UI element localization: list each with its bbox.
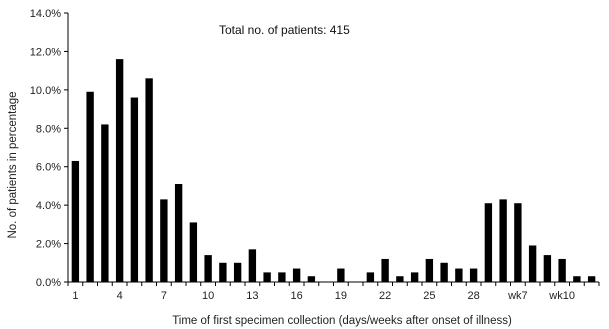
bar-wk9: [543, 255, 552, 282]
y-tick-label: 0.0%: [36, 277, 61, 289]
x-tick-label: wk10: [548, 290, 575, 302]
bar-12: [233, 262, 242, 282]
x-tick-label: 22: [379, 290, 391, 302]
y-tick-label: 2.0%: [36, 239, 61, 251]
bar-wk8: [528, 245, 537, 282]
bar-3: [101, 124, 109, 282]
bar-9: [189, 222, 198, 282]
bar-27: [455, 268, 463, 282]
bar-23: [396, 276, 404, 282]
x-tick-label: 28: [468, 290, 480, 302]
y-tick-label: 10.0%: [30, 85, 61, 97]
y-tick-label: 12.0%: [30, 46, 61, 58]
bar-wk10: [558, 258, 566, 282]
bar-2: [86, 91, 94, 283]
patient-total-annotation: Total no. of patients: 415: [219, 23, 350, 37]
x-tick-label: 16: [291, 290, 303, 302]
bar-22: [381, 258, 389, 282]
bar-series: [71, 59, 596, 283]
bar-5: [130, 97, 139, 283]
bar-13: [248, 249, 257, 282]
bar-6: [145, 78, 153, 282]
bar-19: [337, 268, 345, 282]
bar-8: [174, 184, 183, 282]
bar-wk5: [484, 203, 493, 282]
x-tick-label: 25: [423, 290, 435, 302]
x-tick-label: 19: [335, 290, 347, 302]
x-tick-label: 1: [72, 290, 78, 302]
y-tick-label: 14.0%: [30, 8, 61, 20]
bar-15: [278, 272, 286, 282]
x-axis-ticks: 1 4 7 10 13 16 19 22 25 28 wk7 wk10: [67, 282, 600, 302]
bar-25: [425, 258, 434, 282]
x-tick-label: wk7: [507, 290, 528, 302]
x-tick-label: 4: [117, 290, 123, 302]
bar-4: [115, 59, 124, 282]
bar-17: [307, 276, 316, 282]
bar-wk11: [573, 276, 581, 282]
bar-7: [160, 199, 168, 282]
y-tick-label: 6.0%: [36, 162, 61, 174]
bar-wk12: [587, 276, 596, 282]
bar-21: [366, 272, 375, 282]
y-tick-label: 8.0%: [36, 123, 61, 135]
x-tick-label: 10: [202, 290, 214, 302]
bar-24: [410, 272, 419, 282]
x-tick-label: 13: [246, 290, 258, 302]
bar-11: [219, 262, 227, 282]
bar-28: [469, 268, 478, 282]
x-tick-label: 7: [161, 290, 167, 302]
bar-16: [292, 268, 301, 282]
bar-10: [204, 255, 212, 282]
bar-14: [263, 272, 271, 282]
y-axis-label: No. of patients in percentage: [7, 91, 19, 238]
x-axis-label: Time of first specimen collection (days/…: [172, 315, 512, 327]
bar-wk6: [499, 199, 507, 282]
bar-wk7: [514, 203, 522, 282]
y-tick-label: 4.0%: [36, 200, 61, 212]
y-axis-ticks: 0.0% 2.0% 4.0% 6.0% 8.0% 10.0% 12.0% 14.0%: [30, 8, 68, 289]
bar-26: [440, 262, 448, 282]
bar-1: [71, 160, 80, 282]
